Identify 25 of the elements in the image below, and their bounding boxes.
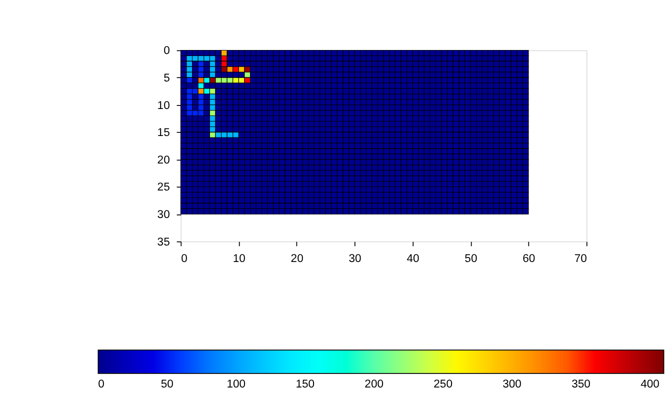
color-bar-label: 100 [226,378,246,390]
x-tick-label: 70 [574,252,587,265]
color-bar-label: 0 [98,378,104,390]
color-bar-label: 250 [434,378,452,390]
x-tick-label: 0 [181,252,188,265]
y-tick-label: 35 [157,236,170,248]
x-tick-label: 10 [232,252,246,265]
x-tick-label: 30 [348,252,362,265]
color-bar-label: 300 [502,378,522,390]
y-tick-label: 5 [164,72,170,84]
color-bar-label: 400 [640,378,660,390]
color-bar-label: 350 [572,378,590,390]
y-tick-label: 10 [157,100,170,112]
y-tick-label: 25 [157,182,170,194]
color-bar-label: 150 [296,378,315,390]
y-tick-label: 20 [157,154,170,166]
x-tick-label: 40 [406,252,420,265]
x-tick-label: 50 [464,252,478,265]
color-bar-label: 200 [364,378,384,390]
color-bar-label: 50 [160,378,174,390]
x-tick-label: 20 [290,252,304,265]
x-tick-label: 60 [522,252,536,265]
y-tick-label: 15 [157,127,170,140]
y-tick-label: 30 [157,209,170,222]
y-tick-label: 0 [164,45,170,58]
